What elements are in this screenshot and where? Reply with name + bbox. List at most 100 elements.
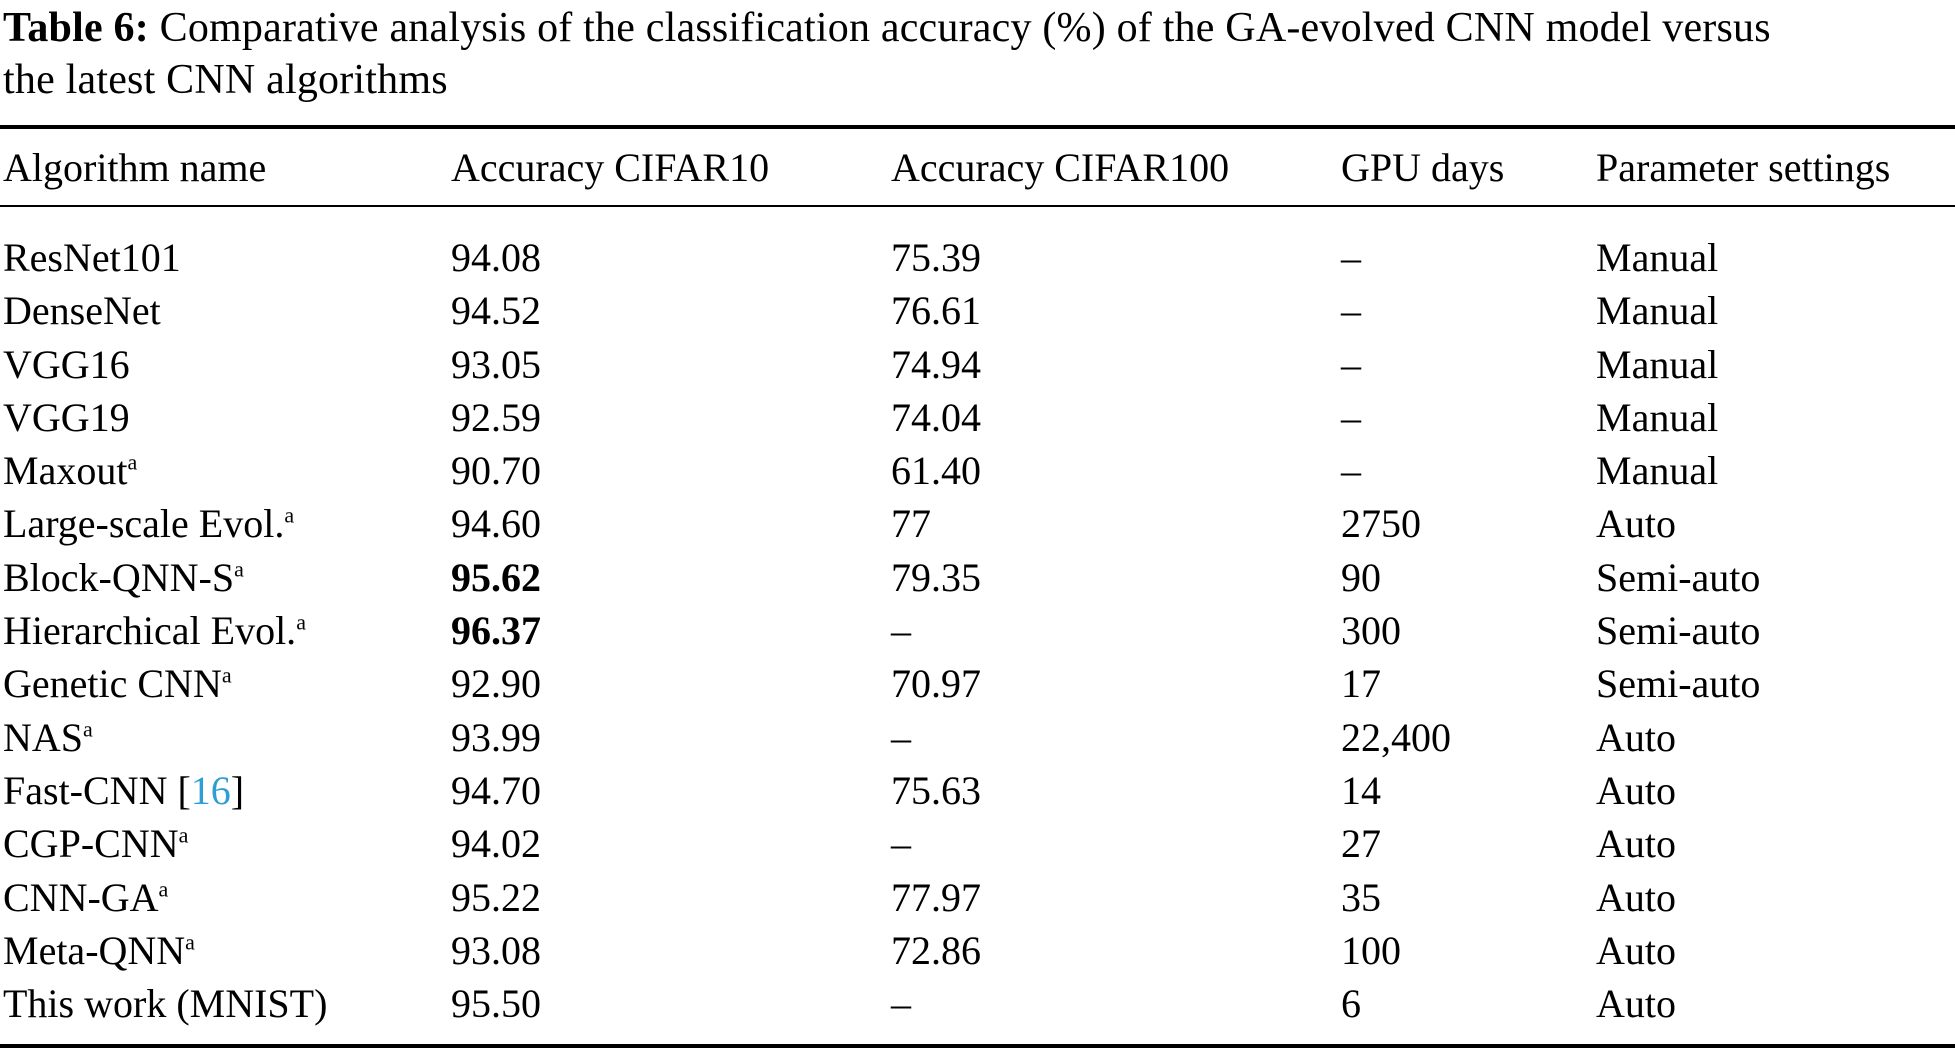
cell-gpu-days: – bbox=[1341, 448, 1361, 494]
table-row: Fast-CNN [16] 94.70 75.63 14 Auto bbox=[0, 764, 1955, 817]
cell-gpu-days: 2750 bbox=[1341, 501, 1421, 547]
table-row: Meta-QNNa 93.08 72.86 100 Auto bbox=[0, 924, 1955, 977]
citation-link[interactable]: 16 bbox=[190, 767, 231, 813]
cell-parameter-settings: Auto bbox=[1596, 874, 1676, 920]
table-row: ResNet101 94.08 75.39 – Manual bbox=[0, 231, 1955, 284]
cell-accuracy-cifar100: – bbox=[891, 981, 911, 1027]
table-row: VGG16 93.05 74.94 – Manual bbox=[0, 338, 1955, 391]
cell-algorithm-name: This work (MNIST) bbox=[0, 977, 448, 1030]
footnote-marker: a bbox=[158, 876, 169, 902]
cell-accuracy-cifar10: 92.59 bbox=[451, 394, 541, 440]
cell-accuracy-cifar100: – bbox=[891, 608, 911, 654]
cell-accuracy-cifar100: 77.97 bbox=[891, 874, 981, 920]
cell-gpu-days: – bbox=[1341, 341, 1361, 387]
algorithm-name: Hierarchical Evol. bbox=[3, 608, 297, 654]
cell-gpu-days: 17 bbox=[1341, 661, 1381, 707]
table-row: Block-QNN-Sa 95.62 79.35 90 Semi-auto bbox=[0, 551, 1955, 604]
cell-gpu-days: 22,400 bbox=[1341, 714, 1451, 760]
cell-accuracy-cifar100: 61.40 bbox=[891, 448, 981, 494]
footnote-marker: a bbox=[234, 556, 244, 582]
table-caption-line2: the latest CNN algorithms bbox=[3, 57, 448, 103]
cell-algorithm-name: NASa bbox=[0, 711, 448, 764]
table-row: Large-scale Evol.a 94.60 77 2750 Auto bbox=[0, 497, 1955, 550]
cell-gpu-days: 90 bbox=[1341, 554, 1381, 600]
footnote-marker: a bbox=[296, 609, 306, 635]
cell-algorithm-name: CNN-GAa bbox=[0, 871, 448, 924]
citation-bracket-open: [ bbox=[177, 767, 191, 813]
footnote-marker: a bbox=[185, 929, 195, 955]
cell-algorithm-name: CGP-CNNa bbox=[0, 817, 448, 870]
table-caption-label: Table 6: bbox=[3, 5, 149, 51]
cell-parameter-settings: Auto bbox=[1596, 981, 1676, 1027]
cell-algorithm-name: VGG19 bbox=[0, 391, 448, 444]
cell-accuracy-cifar100: 76.61 bbox=[891, 288, 981, 334]
cell-algorithm-name: ResNet101 bbox=[0, 231, 448, 284]
cell-gpu-days: – bbox=[1341, 288, 1361, 334]
table-caption-text: Comparative analysis of the classificati… bbox=[159, 5, 1771, 51]
table-header-row: Algorithm name Accuracy CIFAR10 Accuracy… bbox=[0, 129, 1955, 205]
cell-accuracy-cifar100: – bbox=[891, 714, 911, 760]
table-row: Maxouta 90.70 61.40 – Manual bbox=[0, 444, 1955, 497]
footnote-marker: a bbox=[221, 663, 232, 689]
table-row: CGP-CNNa 94.02 – 27 Auto bbox=[0, 817, 1955, 870]
footnote-marker: a bbox=[178, 822, 189, 848]
algorithm-name: Genetic CNN bbox=[3, 661, 222, 707]
algorithm-name: VGG16 bbox=[3, 341, 130, 387]
algorithm-name: Meta-QNN bbox=[3, 927, 186, 973]
cell-algorithm-name: Hierarchical Evol.a bbox=[0, 604, 448, 657]
table-row: NASa 93.99 – 22,400 Auto bbox=[0, 711, 1955, 764]
cell-accuracy-cifar100: 75.63 bbox=[891, 767, 981, 813]
cell-accuracy-cifar100: 79.35 bbox=[891, 554, 981, 600]
algorithm-name: VGG19 bbox=[3, 394, 130, 440]
algorithm-name: CNN-GA bbox=[3, 874, 159, 920]
algorithm-name: This work (MNIST) bbox=[3, 981, 328, 1027]
cell-algorithm-name: Block-QNN-Sa bbox=[0, 551, 448, 604]
cell-parameter-settings: Auto bbox=[1596, 501, 1676, 547]
cell-parameter-settings: Auto bbox=[1596, 767, 1676, 813]
cell-accuracy-cifar10: 90.70 bbox=[451, 448, 541, 494]
cell-accuracy-cifar100: 74.94 bbox=[891, 341, 981, 387]
cell-parameter-settings: Auto bbox=[1596, 821, 1676, 867]
cell-accuracy-cifar100: – bbox=[891, 821, 911, 867]
column-header-accuracy-cifar10: Accuracy CIFAR10 bbox=[451, 144, 770, 190]
cell-accuracy-cifar10: 93.08 bbox=[451, 927, 541, 973]
footnote-marker: a bbox=[127, 449, 138, 475]
cell-accuracy-cifar10: 93.05 bbox=[451, 341, 541, 387]
algorithm-name: Fast-CNN bbox=[3, 767, 168, 813]
cell-gpu-days: 14 bbox=[1341, 767, 1381, 813]
table-caption-line1: Table 6: Comparative analysis of the cla… bbox=[3, 2, 1955, 54]
cell-accuracy-cifar10: 94.70 bbox=[451, 767, 541, 813]
cell-algorithm-name: Large-scale Evol.a bbox=[0, 497, 448, 550]
cell-parameter-settings: Manual bbox=[1596, 341, 1719, 387]
cell-parameter-settings: Semi-auto bbox=[1596, 554, 1761, 600]
cell-accuracy-cifar10: 94.52 bbox=[451, 288, 541, 334]
cell-gpu-days: 35 bbox=[1341, 874, 1381, 920]
citation: [16] bbox=[177, 768, 244, 813]
cell-gpu-days: 27 bbox=[1341, 821, 1381, 867]
cell-accuracy-cifar10: 95.62 bbox=[451, 554, 541, 600]
column-header-gpu-days: GPU days bbox=[1341, 144, 1505, 190]
cell-gpu-days: 100 bbox=[1341, 927, 1401, 973]
cell-parameter-settings: Manual bbox=[1596, 448, 1719, 494]
cell-algorithm-name: Meta-QNNa bbox=[0, 924, 448, 977]
cell-accuracy-cifar10: 95.50 bbox=[451, 981, 541, 1027]
cell-accuracy-cifar10: 94.08 bbox=[451, 235, 541, 280]
cell-algorithm-name: Genetic CNNa bbox=[0, 657, 448, 710]
cell-algorithm-name: VGG16 bbox=[0, 338, 448, 391]
cell-parameter-settings: Semi-auto bbox=[1596, 608, 1761, 654]
table-row: This work (MNIST) 95.50 – 6 Auto bbox=[0, 977, 1955, 1030]
cell-parameter-settings: Auto bbox=[1596, 927, 1676, 973]
cell-gpu-days: – bbox=[1341, 394, 1361, 440]
column-header-algorithm-name: Algorithm name bbox=[3, 144, 267, 190]
cell-parameter-settings: Manual bbox=[1596, 288, 1719, 334]
column-header-accuracy-cifar100: Accuracy CIFAR100 bbox=[891, 144, 1230, 190]
table-top-rule bbox=[0, 125, 1955, 129]
cell-accuracy-cifar100: 72.86 bbox=[891, 927, 981, 973]
footnote-marker: a bbox=[284, 503, 295, 529]
algorithm-name: Large-scale Evol. bbox=[3, 501, 285, 547]
cell-parameter-settings: Auto bbox=[1596, 714, 1676, 760]
footnote-marker: a bbox=[83, 716, 93, 742]
cell-accuracy-cifar100: 70.97 bbox=[891, 661, 981, 707]
table-row: DenseNet 94.52 76.61 – Manual bbox=[0, 284, 1955, 337]
